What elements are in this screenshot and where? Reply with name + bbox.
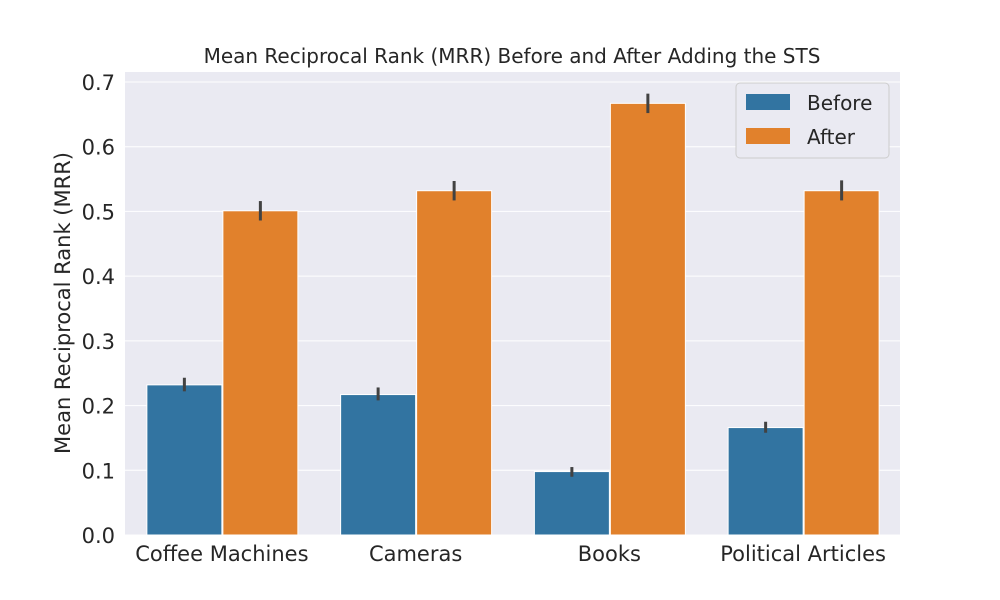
y-tick-label: 0.5 bbox=[82, 200, 115, 224]
legend-swatch-before bbox=[746, 94, 790, 110]
legend-label-after: After bbox=[807, 125, 856, 149]
y-axis-label: Mean Reciprocal Rank (MRR) bbox=[51, 152, 75, 454]
y-tick-labels: 0.0 0.1 0.2 0.3 0.4 0.5 0.6 0.7 bbox=[82, 71, 115, 548]
y-tick-label: 0.7 bbox=[82, 71, 115, 95]
bar-after-1 bbox=[416, 190, 493, 536]
x-tick-label: Books bbox=[578, 542, 641, 566]
bar-before-2 bbox=[533, 471, 610, 536]
legend: Before After bbox=[735, 82, 890, 159]
legend-swatch-after bbox=[746, 128, 790, 144]
y-tick-label: 0.0 bbox=[82, 524, 115, 548]
x-tick-label: Coffee Machines bbox=[135, 542, 308, 566]
bar-before-3 bbox=[727, 427, 804, 536]
error-bars bbox=[182, 93, 844, 477]
y-tick-label: 0.6 bbox=[82, 136, 115, 160]
y-tick-label: 0.2 bbox=[82, 395, 115, 419]
legend-label-before: Before bbox=[807, 91, 872, 115]
bar-after-2 bbox=[609, 102, 686, 536]
bar-before-1 bbox=[340, 394, 417, 536]
chart-title: Mean Reciprocal Rank (MRR) Before and Af… bbox=[204, 44, 821, 68]
y-tick-label: 0.3 bbox=[82, 330, 115, 354]
bar-after-0 bbox=[222, 210, 299, 536]
x-tick-label: Political Articles bbox=[720, 542, 886, 566]
bar-after-3 bbox=[803, 190, 880, 536]
bar-before-0 bbox=[146, 384, 223, 536]
y-tick-label: 0.1 bbox=[82, 459, 115, 483]
y-tick-label: 0.4 bbox=[82, 265, 115, 289]
x-tick-labels: Coffee Machines Cameras Books Political Art… bbox=[135, 542, 886, 566]
x-tick-label: Cameras bbox=[369, 542, 462, 566]
bars bbox=[146, 102, 880, 536]
